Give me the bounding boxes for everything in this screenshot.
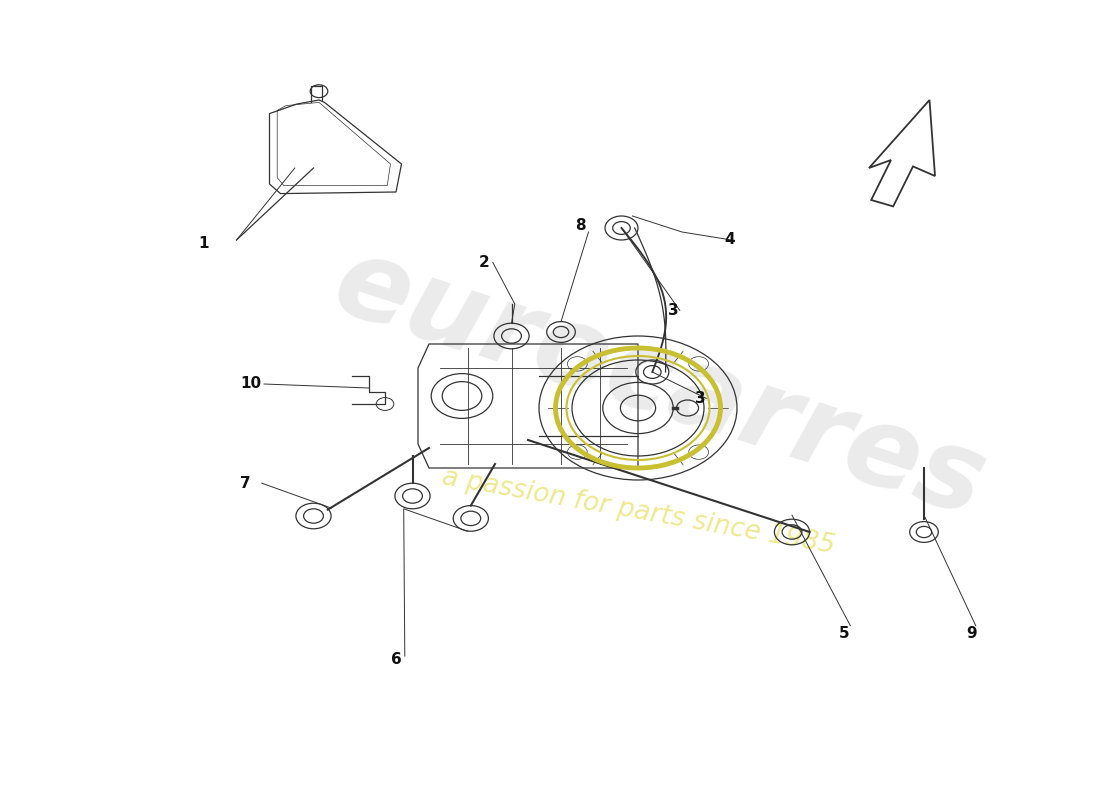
Text: a passion for parts since 1985: a passion for parts since 1985 [440, 465, 836, 559]
Text: 4: 4 [724, 233, 735, 247]
Text: 9: 9 [966, 626, 977, 641]
Text: 1: 1 [198, 237, 209, 251]
Text: eurocarres: eurocarres [321, 229, 999, 539]
Text: 2: 2 [478, 255, 490, 270]
Text: 10: 10 [240, 377, 262, 391]
Text: 7: 7 [240, 477, 251, 491]
Text: 6: 6 [390, 653, 402, 667]
Text: 3: 3 [695, 391, 706, 406]
Text: 5: 5 [838, 626, 849, 641]
Text: 3: 3 [668, 303, 679, 318]
Text: 8: 8 [575, 218, 586, 233]
